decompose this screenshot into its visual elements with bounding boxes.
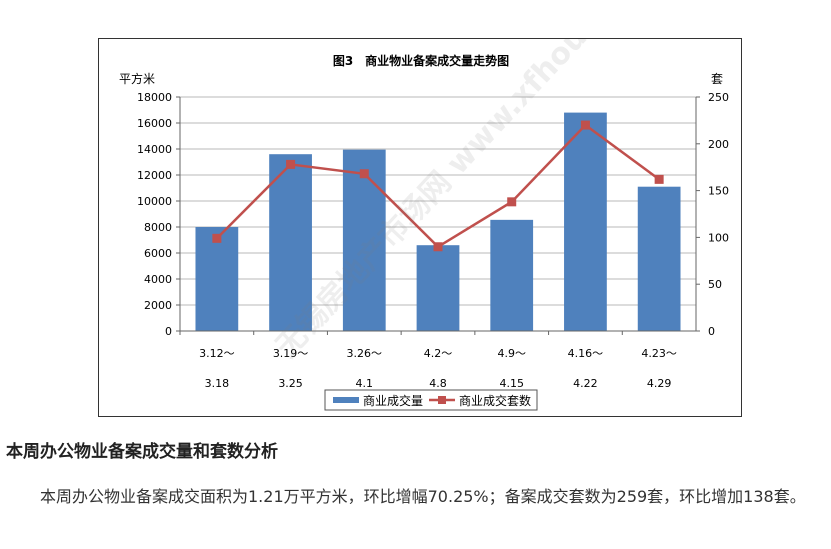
x-tick-label: 4.2～ (424, 347, 453, 360)
x-tick-label: 4.22 (573, 377, 598, 390)
line-point (286, 159, 296, 169)
y-left-tick-label: 18000 (137, 91, 172, 104)
line-point (507, 197, 517, 207)
x-tick-label: 3.12～ (199, 347, 235, 360)
chart-frame: 图3 商业物业备案成交量走势图 平方米 套 0 2000 4000 6000 8000 1… (98, 38, 742, 417)
gridlines (180, 96, 696, 332)
line-point (433, 242, 443, 252)
x-tick-label: 3.25 (278, 377, 303, 390)
y-right-tick-label: 100 (708, 231, 729, 244)
bar (637, 186, 681, 331)
bar (269, 154, 312, 331)
x-tick-label: 4.29 (647, 377, 672, 390)
x-tick-label: 4.9～ (497, 347, 526, 360)
chart-title: 图3 商业物业备案成交量走势图 (333, 53, 509, 68)
y-left-tick-label: 0 (165, 325, 172, 338)
y-right-tick-label: 200 (708, 138, 729, 151)
bar-series (195, 112, 681, 331)
legend-line-marker (438, 396, 446, 404)
bar (564, 112, 607, 331)
y-right-tick-label: 150 (708, 185, 729, 198)
line-point (359, 169, 369, 179)
x-tick-label: 4.15 (499, 377, 524, 390)
x-tick-label: 4.23～ (641, 347, 677, 360)
article-paragraph: 本周办公物业备案成交面积为1.21万平方米，环比增幅70.25%；备案成交套数为… (40, 487, 806, 506)
x-tick-label: 4.16～ (568, 347, 604, 360)
y-left-axis-label: 平方米 (119, 71, 155, 86)
y-right-tick-label: 50 (708, 278, 722, 291)
y-left-tick-label: 2000 (144, 299, 172, 312)
legend-bar-swatch (333, 397, 359, 403)
watermark: 无锡房地产市场网 www.xfhouse.com (269, 39, 675, 364)
x-tick-label: 4.1 (356, 377, 374, 390)
chart-legend: 商业成交量 商业成交套数 (324, 389, 538, 411)
x-tick-label: 4.8 (429, 377, 447, 390)
section-heading: 本周办公物业备案成交量和套数分析 (6, 442, 278, 462)
legend-bar-label: 商业成交量 (363, 393, 423, 408)
line-point (212, 233, 222, 243)
bar (195, 227, 239, 331)
bar (490, 219, 534, 331)
line-point (654, 174, 664, 184)
legend-line-label: 商业成交套数 (459, 393, 531, 408)
line-series (212, 120, 664, 252)
chart-canvas: 图3 商业物业备案成交量走势图 平方米 套 020004000600080001… (119, 39, 729, 411)
line-point (580, 120, 590, 130)
y-right-tick-label: 0 (708, 325, 715, 338)
watermark-text: 无锡房地产市场网 www.xfhouse.com (269, 39, 675, 364)
y-left-tick-label: 12000 (137, 169, 172, 182)
y-right-axis-label: 套 (711, 72, 723, 86)
y-left-tick-label: 8000 (144, 221, 172, 234)
y-left-tick-label: 16000 (137, 117, 172, 130)
y-right-tick-label: 250 (708, 91, 729, 104)
x-tick-label: 3.19～ (273, 347, 309, 360)
y-left-tick-label: 4000 (144, 273, 172, 286)
axes: 0200040006000800010000120001400016000180… (137, 91, 729, 390)
y-left-tick-label: 10000 (137, 195, 172, 208)
y-left-tick-label: 14000 (137, 143, 172, 156)
x-tick-label: 3.18 (205, 377, 230, 390)
bar (416, 245, 460, 331)
bar (342, 149, 386, 331)
x-tick-label: 3.26～ (347, 347, 383, 360)
y-left-tick-label: 6000 (144, 247, 172, 260)
